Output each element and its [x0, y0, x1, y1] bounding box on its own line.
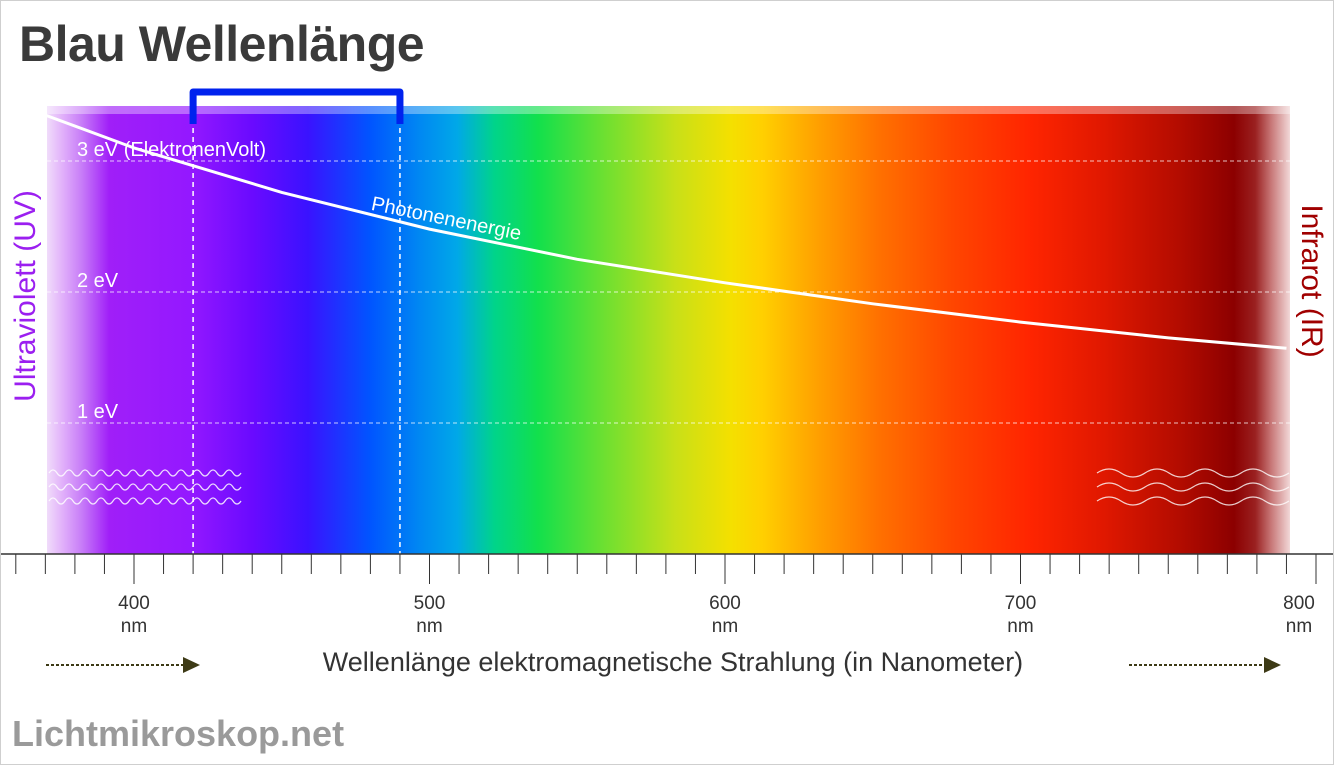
highlight-range [189, 88, 404, 554]
spectrum-diagram: 3 eV (ElektronenVolt)2 eV1 eV Photonenen… [1, 88, 1333, 673]
arrow-right [1129, 657, 1281, 673]
blue-range-bracket [189, 88, 404, 124]
brand-watermark: Lichtmikroskop.net [12, 713, 345, 754]
uv-label: Ultraviolett (UV) [9, 190, 42, 402]
arrow-left [46, 657, 200, 673]
x-tick-label: 700 nm [1004, 593, 1037, 637]
energy-label: 1 eV [77, 401, 119, 423]
uv-wave-icon [48, 469, 242, 505]
x-axis-ticks [15, 554, 1317, 584]
ir-wave-icon [1096, 468, 1290, 506]
photon-energy-curve [44, 113, 1287, 350]
page-title: Blau Wellenlänge [19, 16, 425, 72]
energy-label: 2 eV [77, 270, 119, 292]
x-tick-label: 500 nm [413, 593, 446, 637]
x-tick-label: 400 nm [118, 593, 150, 637]
x-tick-label: 600 nm [709, 593, 741, 637]
spectrum-top-fade [47, 106, 1290, 114]
x-axis-title: Wellenlänge elektromagnetische Strahlung… [322, 647, 1024, 677]
ir-label: Infrarot (IR) [1295, 204, 1328, 357]
x-tick-label: 800 nm [1283, 593, 1315, 637]
